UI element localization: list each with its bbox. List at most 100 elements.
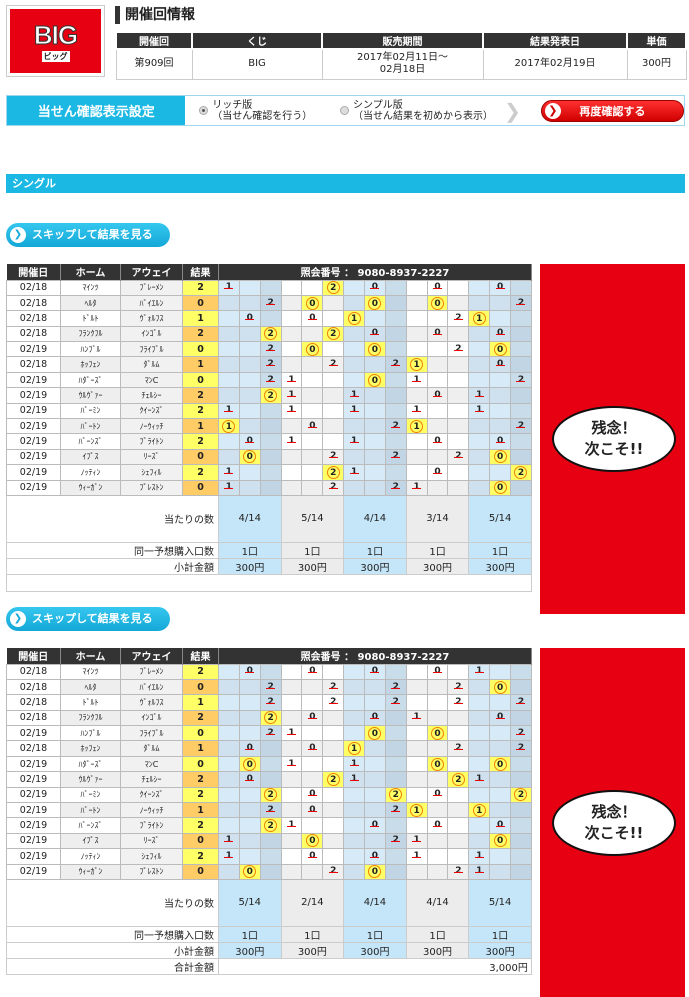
home-team: ﾄﾞﾙﾄ: [60, 694, 121, 711]
miss-mark: 1: [348, 758, 361, 771]
pick-cell: [364, 786, 386, 804]
match-date: 02/18: [6, 356, 61, 373]
price-value: 300円: [626, 48, 687, 80]
pick-cell: 1: [343, 402, 366, 420]
pick-cell: [468, 464, 491, 481]
pick-cell: [405, 310, 428, 327]
pick-cell: [280, 786, 303, 804]
hit-mark: 0: [305, 296, 319, 310]
pick-cell: [384, 341, 407, 358]
pick-cell: [364, 448, 386, 466]
recheck-button[interactable]: ❯ 再度確認する: [540, 99, 684, 122]
pick-cell: [218, 725, 240, 742]
logo-text: BIG: [33, 20, 78, 51]
pick-cell: [322, 709, 345, 727]
miss-mark: 0: [494, 435, 507, 448]
subtotal-row-value: 300円: [218, 557, 282, 575]
radio-unselected-icon[interactable]: [340, 105, 349, 115]
round-info-table: 開催回 くじ 販売期間 結果発表日 単価 第909回 BIG 2017年02月11日～ 02月…: [115, 31, 687, 80]
pick-cell: 1: [343, 771, 366, 788]
pick-cell: [510, 863, 532, 880]
home-team: ﾊﾞｰﾝｽﾞ: [60, 817, 121, 834]
pick-cell: [405, 817, 428, 834]
home-team: ﾊﾞｰﾐﾝ: [60, 402, 121, 420]
radio-simple[interactable]: シンプル版 （当せん結果を初めから表示）: [340, 100, 493, 122]
pick-cell: [218, 294, 240, 312]
pick-cell: 2: [510, 740, 532, 757]
pick-cell: 2: [384, 786, 407, 804]
pick-cell: [489, 694, 512, 711]
pick-cell: [510, 448, 532, 466]
pick-cell: 0: [426, 786, 449, 804]
miss-mark: 2: [264, 297, 277, 310]
pick-cell: [301, 387, 324, 404]
hit-mark: 0: [493, 450, 507, 464]
pick-cell: 2: [447, 740, 470, 757]
hit-mark: 2: [451, 772, 465, 786]
pick-cell: 2: [384, 418, 407, 435]
table-row: 02/18 ﾍﾙﾀ ﾊﾞｲｴﾙﾝ 0 2 2 2 2 0: [6, 678, 532, 696]
hit-mark: 2: [264, 388, 278, 402]
pick-cell: [426, 448, 449, 466]
pick-cell: [405, 725, 428, 742]
miss-mark: 0: [431, 281, 444, 294]
subtotal-row-label: 小計金額: [6, 557, 219, 575]
pick-cell: [343, 341, 366, 358]
pick-cell: [218, 341, 240, 358]
subtotal-row-value: 300円: [468, 557, 532, 575]
miss-mark: 1: [410, 404, 423, 417]
pick-cell: [384, 387, 407, 404]
pick-cell: [364, 433, 386, 450]
away-team: ﾀﾞﾙﾑ: [120, 356, 183, 373]
pick-cell: 1: [280, 817, 303, 834]
miss-mark: 1: [348, 435, 361, 448]
pick-cell: [405, 740, 428, 757]
pick-cell: [405, 341, 428, 358]
pick-cell: [280, 294, 303, 312]
miss-mark: 1: [348, 773, 361, 786]
skip-to-results-button[interactable]: ❯ スキップして結果を見る: [6, 607, 170, 631]
pick-cell: [238, 294, 261, 312]
pick-cell: 2: [384, 678, 407, 696]
hits-row-value: 3/14: [405, 494, 470, 543]
pick-cell: [510, 663, 532, 680]
pick-cell: [510, 817, 532, 834]
hit-mark: 0: [368, 342, 382, 356]
miss-mark: 1: [473, 665, 486, 678]
pick-cell: [322, 740, 345, 757]
match-result: 1: [182, 802, 219, 819]
pick-cell: 2: [447, 771, 470, 788]
pick-cell: [280, 709, 303, 727]
home-team: ﾊﾞｰﾄﾝ: [60, 418, 121, 435]
pick-cell: [259, 755, 282, 773]
away-team: ﾌﾗｲﾌﾞﾙ: [120, 725, 183, 742]
miss-mark: 1: [285, 435, 298, 448]
miss-mark: 0: [494, 327, 507, 340]
lottery-value: BIG: [191, 48, 323, 80]
pick-cell: [238, 418, 261, 435]
home-team: ﾎｯﾌｪﾝ: [60, 740, 121, 757]
miss-mark: 0: [306, 665, 319, 678]
pick-cell: [238, 725, 261, 742]
match-date: 02/19: [6, 771, 61, 788]
hits-row-label: 当たりの数: [6, 878, 219, 927]
pick-cell: 0: [238, 310, 261, 327]
miss-mark: 0: [368, 281, 381, 294]
radio-rich[interactable]: リッチ版 （当せん確認を行う）: [199, 100, 312, 122]
pick-cell: [343, 863, 366, 880]
miss-mark: 1: [410, 850, 423, 863]
pick-cell: [364, 402, 386, 420]
match-result: 1: [182, 356, 219, 373]
pick-cell: [364, 356, 386, 373]
pick-cell: 0: [301, 418, 324, 435]
pick-cell: 1: [405, 479, 428, 496]
skip-to-results-button[interactable]: ❯ スキップして結果を見る: [6, 223, 170, 247]
pick-cell: 2: [259, 817, 282, 834]
pick-cell: [280, 448, 303, 466]
table-row: 02/19 ｲﾌﾟｽ ﾘｰｽﾞ 0 1 0 2 1 0: [6, 832, 532, 850]
miss-mark: 1: [222, 481, 235, 494]
pick-cell: [405, 863, 428, 880]
hit-mark: 1: [410, 358, 424, 372]
radio-selected-icon[interactable]: [199, 105, 209, 115]
message-line-2: 次こそ!!: [584, 823, 644, 842]
